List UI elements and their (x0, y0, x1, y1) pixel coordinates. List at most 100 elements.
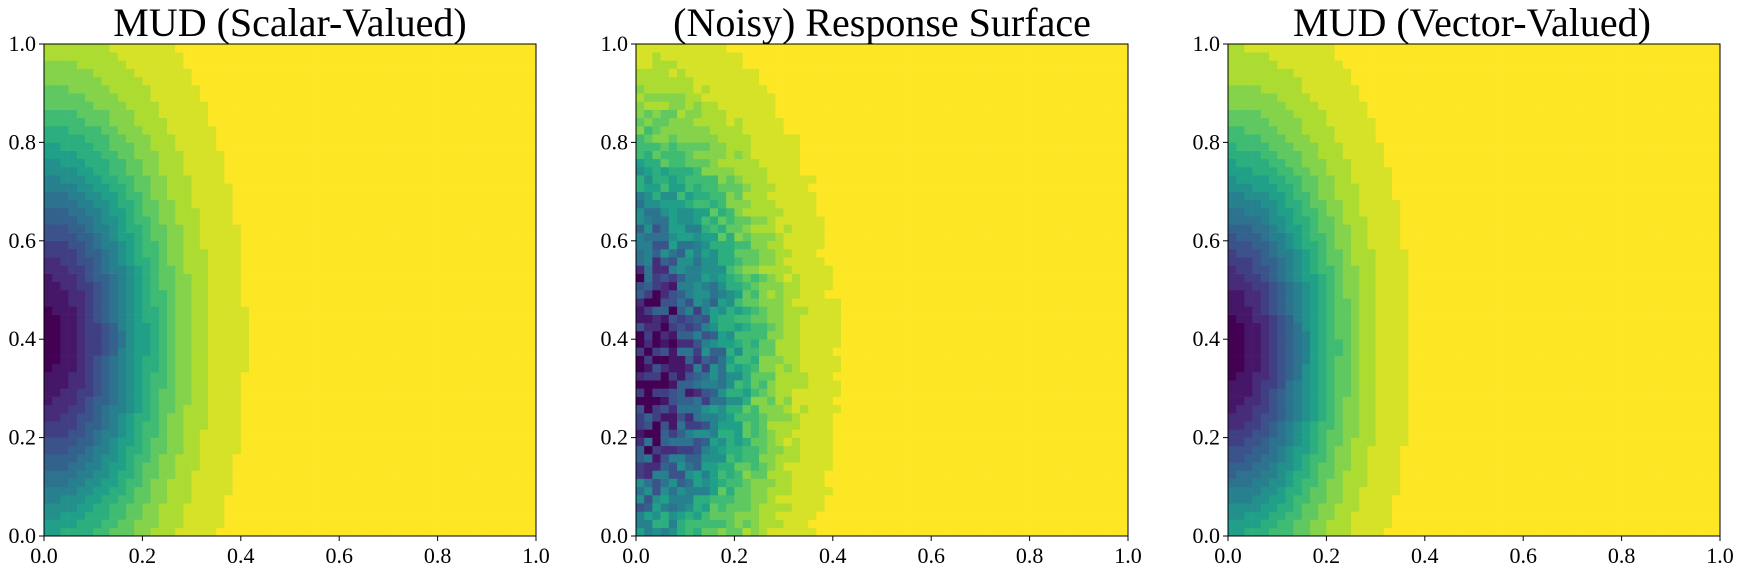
heatmap-cell (486, 44, 496, 53)
heatmap-cell (726, 232, 735, 242)
heatmap-cell (636, 421, 645, 430)
heatmap-cell (322, 404, 332, 414)
heatmap-cell (126, 199, 135, 209)
heatmap-cell (453, 478, 463, 488)
heatmap-cell (347, 44, 356, 53)
heatmap-cell (249, 142, 258, 151)
heatmap-cell (652, 445, 661, 455)
heatmap-cell (126, 281, 135, 291)
heatmap-cell (750, 101, 760, 110)
heatmap-cell (726, 240, 735, 250)
heatmap-cell (511, 273, 520, 283)
heatmap-cell (101, 486, 110, 496)
heatmap-cell (68, 52, 78, 61)
heatmap-cell (799, 527, 809, 536)
heatmap-cell (519, 437, 529, 447)
heatmap-cell (224, 183, 233, 192)
heatmap-cell (388, 109, 397, 119)
heatmap-cell (636, 191, 645, 201)
heatmap-cell (142, 224, 151, 233)
heatmap-cell (816, 175, 825, 184)
heatmap-cell (199, 527, 209, 536)
heatmap-cell (685, 52, 694, 61)
heatmap-cell (330, 134, 340, 143)
heatmap-cell (636, 462, 645, 471)
heatmap-cell (117, 486, 127, 496)
heatmap-cell (60, 273, 69, 283)
heatmap-cell (693, 339, 702, 348)
heatmap-cell (257, 347, 266, 356)
heatmap-cell (445, 306, 455, 315)
heatmap-cell (668, 429, 678, 438)
heatmap-cell (175, 273, 184, 283)
heatmap-cell (767, 93, 776, 102)
heatmap-cell (718, 363, 727, 373)
heatmap-cell (93, 273, 102, 283)
heatmap-cell (216, 404, 225, 414)
heatmap-cell (791, 232, 801, 242)
heatmap-cell (421, 126, 430, 135)
heatmap-cell (660, 265, 670, 274)
heatmap-cell (281, 421, 291, 430)
heatmap-cell (808, 117, 817, 127)
heatmap-cell (693, 298, 702, 307)
heatmap-cell (486, 273, 496, 283)
heatmap-cell (413, 134, 422, 143)
heatmap-cell (734, 380, 743, 389)
heatmap-cell (232, 429, 242, 438)
heatmap-cell (216, 388, 225, 397)
heatmap-cell (52, 306, 61, 315)
heatmap-cell (636, 224, 645, 233)
heatmap-cell (742, 421, 752, 430)
heatmap-cell (421, 306, 430, 315)
heatmap-cell (175, 322, 184, 332)
heatmap-cell (685, 495, 694, 504)
heatmap-cell (339, 445, 348, 455)
heatmap-cell (68, 503, 78, 512)
heatmap-cell (142, 322, 151, 332)
heatmap-cell (273, 60, 283, 69)
heatmap-cell (701, 142, 711, 151)
heatmap-cell (158, 68, 168, 78)
heatmap-cell (676, 290, 686, 299)
heatmap-cell (142, 306, 151, 315)
heatmap-cell (347, 298, 356, 307)
heatmap-cell (808, 175, 817, 184)
heatmap-cell (298, 396, 307, 406)
heatmap-cell (445, 503, 455, 512)
heatmap-cell (109, 84, 119, 94)
heatmap-cell (175, 175, 184, 184)
heatmap-cell (462, 191, 471, 201)
heatmap-cell (60, 191, 69, 201)
heatmap-cell (60, 117, 69, 127)
heatmap-cell (701, 150, 711, 160)
heatmap-cell (660, 527, 670, 536)
heatmap-cell (445, 249, 455, 258)
heatmap-cell (750, 429, 760, 438)
heatmap-cell (232, 93, 242, 102)
heatmap-cell (388, 191, 397, 201)
heatmap-cell (413, 306, 422, 315)
heatmap-cell (363, 453, 373, 463)
heatmap-cell (158, 470, 168, 479)
heatmap-cell (404, 437, 414, 447)
heatmap-cell (742, 93, 752, 102)
heatmap-cell (150, 478, 160, 488)
heatmap-cell (404, 339, 414, 348)
heatmap-cell (372, 339, 381, 348)
heatmap-cell (142, 339, 151, 348)
heatmap-cell (726, 44, 735, 53)
heatmap-cell (372, 453, 381, 463)
heatmap-cell (668, 93, 678, 102)
heatmap-cell (306, 339, 315, 348)
heatmap-cell (734, 281, 743, 291)
heatmap-cell (109, 363, 119, 373)
heatmap-cell (495, 314, 504, 324)
heatmap-cell (519, 445, 529, 455)
heatmap-cell (709, 355, 719, 365)
heatmap-cell (372, 117, 381, 127)
heatmap-cell (68, 68, 78, 78)
heatmap-cell (257, 363, 266, 373)
heatmap-cell (421, 183, 430, 192)
heatmap-cell (380, 273, 389, 283)
